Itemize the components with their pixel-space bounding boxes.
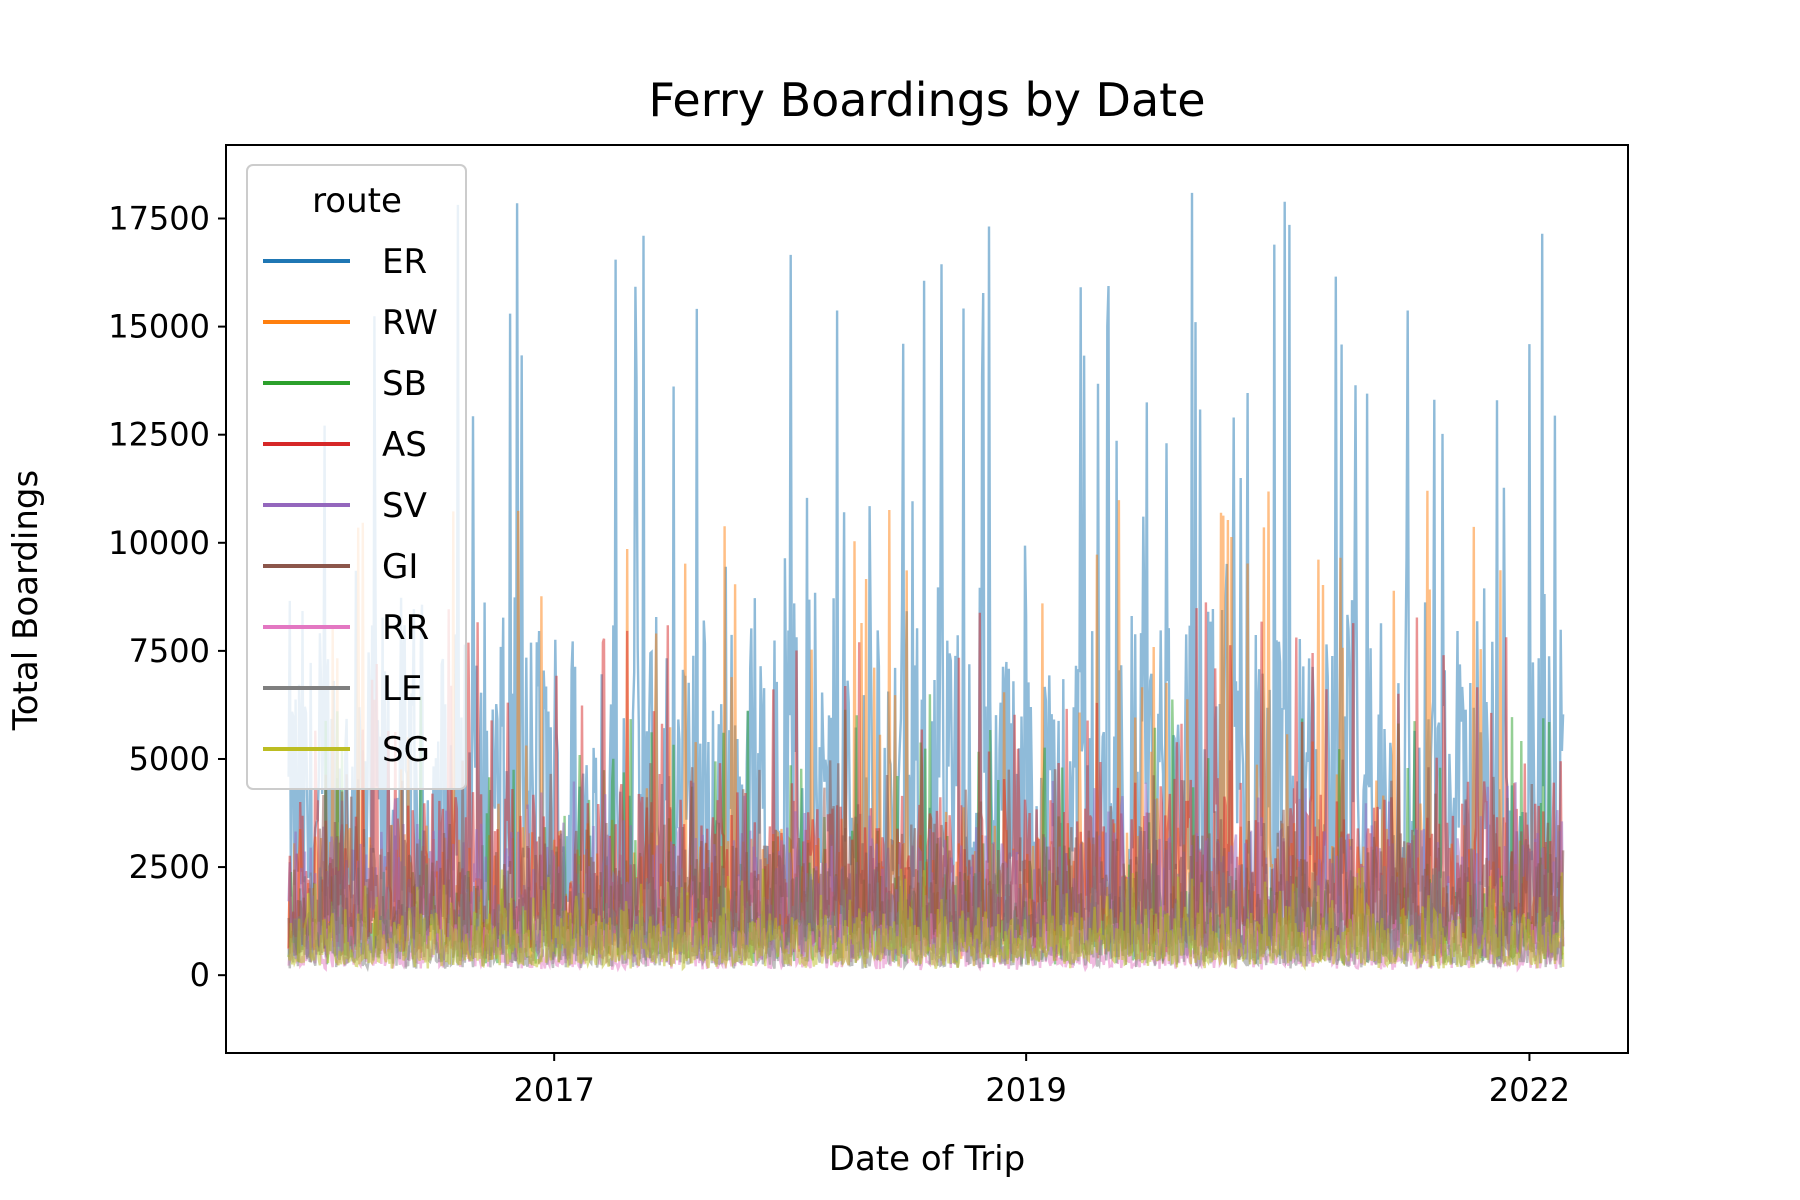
x-tick-label: 2019 bbox=[985, 1071, 1066, 1109]
legend-label: SB bbox=[382, 364, 427, 404]
y-tick-label: 5000 bbox=[129, 740, 210, 778]
plot-frame bbox=[225, 144, 1629, 1054]
legend-label: GI bbox=[382, 547, 418, 587]
y-tick-label: 17500 bbox=[108, 200, 210, 238]
legend-label: AS bbox=[382, 425, 427, 465]
y-tick-label: 2500 bbox=[129, 848, 210, 886]
legend-title: route bbox=[312, 181, 402, 221]
y-tick-label: 0 bbox=[190, 956, 210, 994]
y-tick-label: 12500 bbox=[108, 416, 210, 454]
plot-lines bbox=[287, 192, 1565, 973]
legend-box bbox=[246, 164, 467, 790]
legend-label: LE bbox=[382, 669, 422, 709]
y-axis: 0 2500 5000 7500 10000 12500 15000 17500 bbox=[108, 200, 226, 994]
x-tick-label: 2017 bbox=[513, 1071, 594, 1109]
y-tick-label: 7500 bbox=[129, 632, 210, 670]
y-axis-label: Total Boardings bbox=[6, 470, 46, 731]
legend-label: SG bbox=[382, 730, 430, 770]
x-axis-label: Date of Trip bbox=[829, 1139, 1025, 1179]
legend-label: RW bbox=[382, 303, 438, 343]
x-tick-label: 2022 bbox=[1489, 1071, 1570, 1109]
legend: route ER RW SB AS SV GI RR LE SG bbox=[246, 164, 467, 790]
legend-label: ER bbox=[382, 242, 427, 282]
legend-label: RR bbox=[382, 608, 429, 648]
y-tick-label: 10000 bbox=[108, 524, 210, 562]
series-line-sg bbox=[287, 867, 1565, 972]
legend-label: SV bbox=[382, 486, 427, 526]
y-tick-label: 15000 bbox=[108, 308, 210, 346]
x-axis: 2017 2019 2022 bbox=[513, 1053, 1570, 1109]
chart-title: Ferry Boardings by Date bbox=[648, 73, 1205, 127]
